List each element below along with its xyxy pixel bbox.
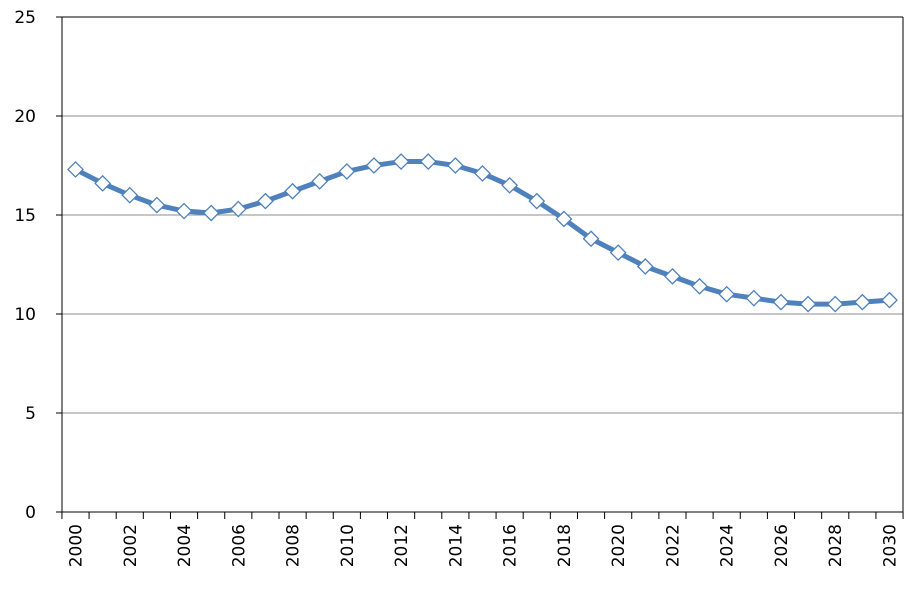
data-point-2003 bbox=[148, 196, 166, 214]
x-tick-label: 2026 bbox=[772, 524, 792, 567]
data-point-2017 bbox=[528, 192, 546, 210]
series-lines bbox=[73, 159, 892, 307]
data-point-2026 bbox=[772, 293, 790, 311]
y-tick-label: 15 bbox=[14, 206, 36, 226]
x-tick-label: 2014 bbox=[446, 524, 466, 567]
y-tick-label: 0 bbox=[25, 503, 36, 523]
data-markers bbox=[67, 153, 898, 313]
data-point-2004 bbox=[175, 202, 193, 220]
y-tick-label: 20 bbox=[14, 107, 36, 127]
data-point-2030 bbox=[881, 291, 898, 309]
x-tick-label: 2018 bbox=[555, 524, 575, 567]
x-tick-label: 2016 bbox=[501, 524, 521, 567]
x-tick-label: 2030 bbox=[881, 524, 901, 567]
x-tick-label: 2000 bbox=[67, 524, 87, 567]
data-point-2001 bbox=[94, 174, 112, 192]
x-tick-label: 2004 bbox=[175, 524, 195, 567]
data-point-2021 bbox=[636, 258, 654, 275]
data-point-2013 bbox=[419, 153, 437, 170]
y-tick-label: 25 bbox=[14, 8, 36, 28]
data-point-2023 bbox=[691, 277, 708, 295]
y-tick-labels: 0 5 10 15 20 25 bbox=[14, 8, 36, 523]
x-tick-label: 2028 bbox=[826, 524, 846, 567]
data-point-2015 bbox=[474, 165, 491, 182]
data-point-2027 bbox=[799, 295, 817, 313]
data-point-2006 bbox=[229, 200, 247, 218]
x-tick-label: 2022 bbox=[663, 524, 683, 567]
data-point-2002 bbox=[121, 186, 139, 204]
data-point-2011 bbox=[365, 157, 383, 174]
data-point-2018 bbox=[555, 210, 573, 228]
data-point-2016 bbox=[501, 176, 519, 194]
axes bbox=[56, 16, 904, 519]
x-tick-label: 2006 bbox=[229, 524, 249, 567]
y-tick-label: 5 bbox=[25, 404, 36, 424]
data-point-2024 bbox=[718, 285, 736, 303]
x-tick-label: 2024 bbox=[718, 524, 738, 567]
x-tick-label: 2002 bbox=[121, 524, 141, 567]
data-point-2029 bbox=[853, 293, 871, 311]
data-point-2010 bbox=[338, 163, 356, 180]
data-point-2012 bbox=[392, 153, 410, 170]
data-point-2014 bbox=[446, 157, 464, 174]
x-tick-labels: 2000 2002 2004 2006 2008 2010 2012 2014 2016 2018… bbox=[67, 524, 901, 567]
data-point-2028 bbox=[826, 295, 844, 313]
x-tick-label: 2012 bbox=[392, 524, 412, 567]
data-point-2019 bbox=[582, 230, 600, 248]
data-point-2022 bbox=[664, 267, 681, 285]
series-line bbox=[73, 159, 892, 307]
y-tick-label: 10 bbox=[14, 305, 36, 325]
data-point-2009 bbox=[311, 172, 329, 190]
data-point-2005 bbox=[202, 204, 220, 222]
x-tick-label: 2010 bbox=[338, 524, 358, 567]
data-point-2025 bbox=[745, 289, 763, 307]
data-point-2007 bbox=[257, 192, 274, 210]
x-tick-label: 2008 bbox=[284, 524, 304, 567]
data-point-2000 bbox=[67, 161, 84, 178]
data-point-2020 bbox=[609, 244, 627, 262]
data-point-2008 bbox=[284, 182, 301, 200]
x-tick-label: 2020 bbox=[609, 524, 629, 567]
